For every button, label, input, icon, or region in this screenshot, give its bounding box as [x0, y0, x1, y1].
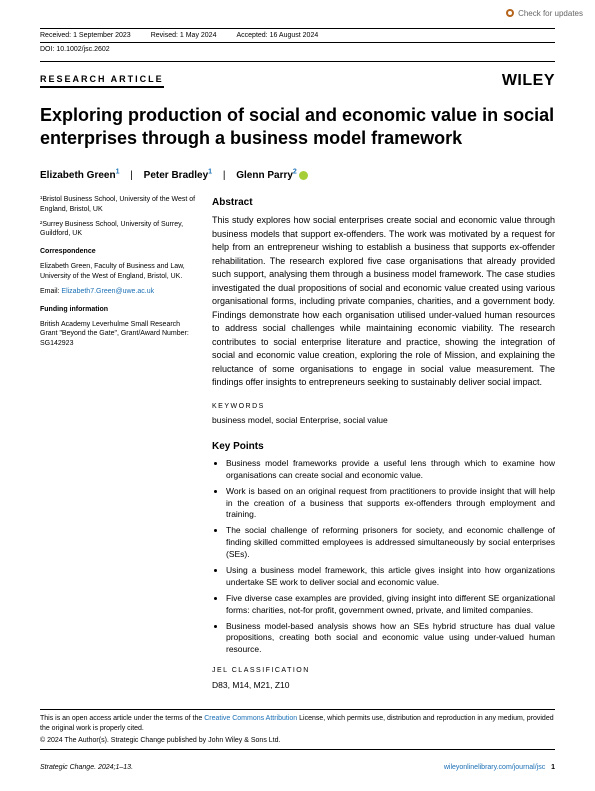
- author-separator: |: [130, 170, 133, 181]
- keywords-label: KEYWORDS: [212, 402, 555, 413]
- keypoint-item: Business model frameworks provide a usef…: [226, 458, 555, 482]
- check-updates-label: Check for updates: [518, 9, 583, 18]
- keypoint-item: Work is based on an original request fro…: [226, 486, 555, 522]
- divider: [40, 749, 555, 750]
- copyright-text: © 2024 The Author(s). Strategic Change p…: [40, 736, 555, 745]
- abstract-heading: Abstract: [212, 195, 555, 210]
- sidebar-meta: ¹Bristol Business School, University of …: [40, 195, 196, 701]
- author[interactable]: Elizabeth Green1: [40, 170, 119, 181]
- author-list: Elizabeth Green1 | Peter Bradley1 | Glen…: [40, 169, 555, 181]
- check-updates-icon: [505, 8, 515, 18]
- received: Received: 1 September 2023: [40, 32, 131, 39]
- main-content: Abstract This study explores how social …: [212, 195, 555, 701]
- two-column-layout: ¹Bristol Business School, University of …: [40, 195, 555, 701]
- affiliation: ¹Bristol Business School, University of …: [40, 195, 196, 239]
- footer-url[interactable]: wileyonlinelibrary.com/journal/jsc: [444, 764, 545, 771]
- keypoint-item: Five diverse case examples are provided,…: [226, 593, 555, 617]
- cc-link[interactable]: Creative Commons Attribution: [204, 715, 297, 722]
- article-type: RESEARCH ARTICLE: [40, 74, 164, 88]
- page-number: 1: [551, 764, 555, 771]
- author[interactable]: Glenn Parry2: [236, 170, 308, 181]
- jel-label: JEL CLASSIFICATION: [212, 666, 555, 677]
- correspondence: Correspondence Elizabeth Green, Faculty …: [40, 247, 196, 297]
- accepted: Accepted: 16 August 2024: [236, 32, 318, 39]
- keypoint-item: Business model-based analysis shows how …: [226, 621, 555, 657]
- keypoints-heading: Key Points: [212, 439, 555, 454]
- correspondence-email[interactable]: Elizabeth7.Green@uwe.ac.uk: [61, 288, 154, 295]
- keypoints-list: Business model frameworks provide a usef…: [212, 458, 555, 656]
- funding: Funding information British Academy Leve…: [40, 305, 196, 349]
- license-text: This is an open access article under the…: [40, 714, 555, 732]
- divider: [40, 709, 555, 710]
- keywords-text: business model, social Enterprise, socia…: [212, 414, 555, 427]
- orcid-icon[interactable]: [299, 171, 308, 180]
- page-container: Received: 1 September 2023 Revised: 1 Ma…: [0, 0, 595, 791]
- history-row: Received: 1 September 2023 Revised: 1 Ma…: [40, 28, 555, 43]
- keypoint-item: Using a business model framework, this a…: [226, 565, 555, 589]
- revised: Revised: 1 May 2024: [151, 32, 217, 39]
- check-updates-badge[interactable]: Check for updates: [505, 8, 583, 18]
- publisher-logo: WILEY: [502, 72, 555, 90]
- doi: DOI: 10.1002/jsc.2602: [40, 43, 555, 62]
- footer: Strategic Change. 2024;1–13. wileyonline…: [40, 760, 555, 771]
- author-separator: |: [223, 170, 226, 181]
- article-title: Exploring production of social and econo…: [40, 104, 555, 151]
- author[interactable]: Peter Bradley1: [144, 170, 212, 181]
- abstract-text: This study explores how social enterpris…: [212, 214, 555, 390]
- jel-text: D83, M14, M21, Z10: [212, 679, 555, 692]
- keypoint-item: The social challenge of reforming prison…: [226, 525, 555, 561]
- header-row: RESEARCH ARTICLE WILEY: [40, 72, 555, 90]
- footer-citation: Strategic Change. 2024;1–13.: [40, 764, 133, 771]
